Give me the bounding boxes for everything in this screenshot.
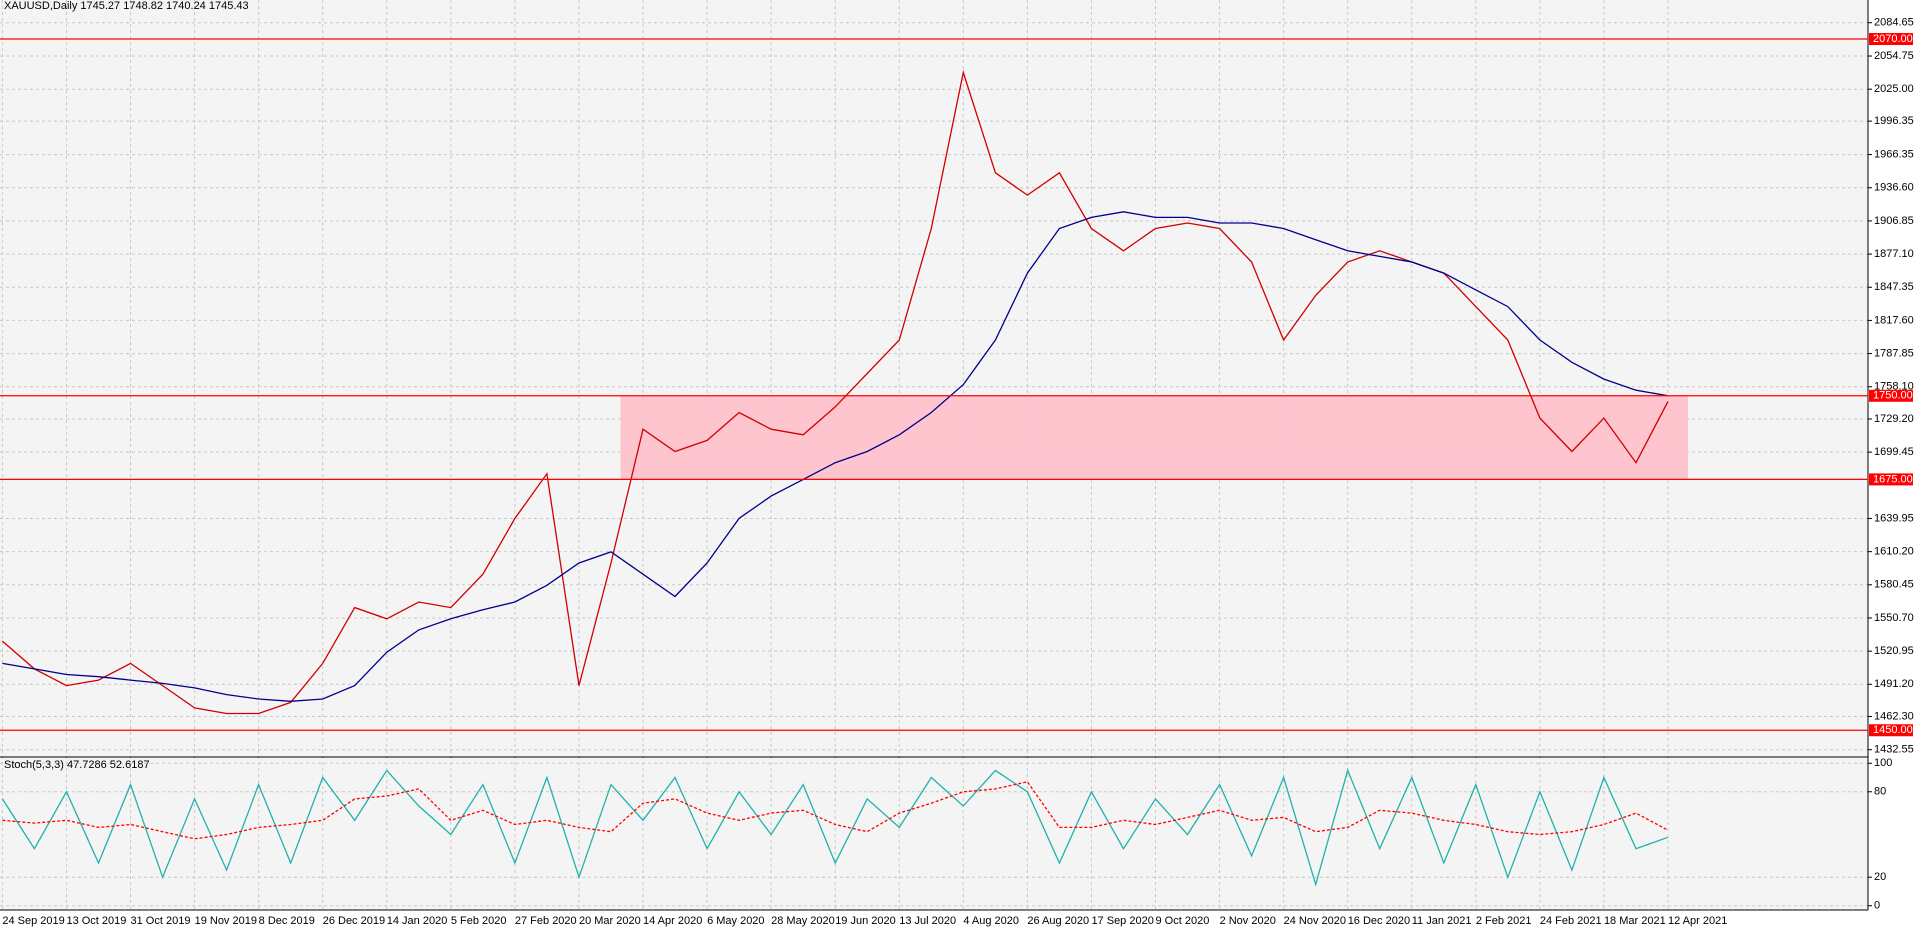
y-tick-label: 1966.35 <box>1874 148 1914 160</box>
x-tick-label: 13 Oct 2019 <box>66 915 126 927</box>
series-line <box>1 768 1669 887</box>
y-tick-label: 2084.65 <box>1874 17 1914 29</box>
y-tick-label: 1491.20 <box>1874 678 1914 690</box>
y-tick-label: 2054.75 <box>1874 50 1914 62</box>
x-tick-label: 8 Dec 2019 <box>259 915 315 927</box>
x-tick-label: 24 Sep 2019 <box>2 915 64 927</box>
x-tick-label: 16 Dec 2020 <box>1348 915 1410 927</box>
x-tick-label: 12 Apr 2021 <box>1668 915 1727 927</box>
level-label: 1750.00 <box>1873 390 1913 402</box>
y-tick-label: 0 <box>1874 900 1880 912</box>
y-tick-label: 1699.45 <box>1874 446 1914 458</box>
y-tick-label: 1787.85 <box>1874 347 1914 359</box>
chart-title: XAUUSD,Daily 1745.27 1748.82 1740.24 174… <box>4 0 249 12</box>
y-tick-label: 1817.60 <box>1874 314 1914 326</box>
y-tick-label: 1936.60 <box>1874 182 1914 194</box>
x-tick-label: 19 Nov 2019 <box>195 915 257 927</box>
series-line <box>2 211 1669 702</box>
y-tick-label: 1729.20 <box>1874 413 1914 425</box>
y-tick-label: 80 <box>1874 786 1886 798</box>
series-line <box>1 69 1669 715</box>
x-tick-label: 4 Aug 2020 <box>963 915 1019 927</box>
x-tick-label: 18 Mar 2021 <box>1604 915 1666 927</box>
x-tick-label: 11 Jan 2021 <box>1412 915 1472 927</box>
y-tick-label: 1847.35 <box>1874 281 1914 293</box>
y-tick-label: 100 <box>1874 757 1892 769</box>
x-tick-label: 26 Aug 2020 <box>1027 915 1089 927</box>
x-tick-label: 24 Feb 2021 <box>1540 915 1602 927</box>
x-tick-label: 19 Jun 2020 <box>835 915 896 927</box>
x-tick-label: 28 May 2020 <box>771 915 835 927</box>
x-tick-label: 14 Apr 2020 <box>643 915 702 927</box>
x-tick-label: 24 Nov 2020 <box>1284 915 1346 927</box>
y-tick-label: 1877.10 <box>1874 248 1914 260</box>
level-tag <box>1869 33 1913 46</box>
level-label: 1450.00 <box>1873 724 1913 736</box>
y-tick-label: 1639.95 <box>1874 512 1914 524</box>
y-tick-label: 2025.00 <box>1874 83 1914 95</box>
x-tick-label: 13 Jul 2020 <box>899 915 956 927</box>
x-tick-label: 2 Feb 2021 <box>1476 915 1532 927</box>
y-tick-label: 20 <box>1874 871 1886 883</box>
x-tick-label: 2 Nov 2020 <box>1220 915 1276 927</box>
y-tick-label: 1996.35 <box>1874 115 1914 127</box>
y-tick-label: 1906.85 <box>1874 215 1914 227</box>
indicator-title: Stoch(5,3,3) 47.7286 52.6187 <box>4 759 150 771</box>
x-tick-label: 14 Jan 2020 <box>387 915 448 927</box>
y-tick-label: 1462.30 <box>1874 710 1914 722</box>
level-tag <box>1869 473 1913 486</box>
y-tick-label: 1758.10 <box>1874 381 1914 393</box>
series-line <box>2 781 1669 840</box>
x-tick-label: 9 Oct 2020 <box>1156 915 1210 927</box>
x-tick-label: 5 Feb 2020 <box>451 915 507 927</box>
y-tick-label: 1520.95 <box>1874 645 1914 657</box>
x-tick-label: 17 Sep 2020 <box>1091 915 1153 927</box>
y-tick-label: 1550.70 <box>1874 612 1914 624</box>
y-tick-label: 1580.45 <box>1874 579 1914 591</box>
level-label: 1675.00 <box>1873 473 1913 485</box>
x-tick-label: 31 Oct 2019 <box>131 915 191 927</box>
x-tick-label: 20 Mar 2020 <box>579 915 641 927</box>
level-label: 2070.00 <box>1873 33 1913 45</box>
level-tag <box>1869 724 1913 737</box>
x-tick-label: 6 May 2020 <box>707 915 764 927</box>
level-tag <box>1869 389 1913 402</box>
y-tick-label: 1610.20 <box>1874 546 1914 558</box>
x-tick-label: 27 Feb 2020 <box>515 915 577 927</box>
zone <box>620 395 1688 480</box>
y-tick-label: 1432.55 <box>1874 744 1914 756</box>
x-tick-label: 26 Dec 2019 <box>323 915 385 927</box>
